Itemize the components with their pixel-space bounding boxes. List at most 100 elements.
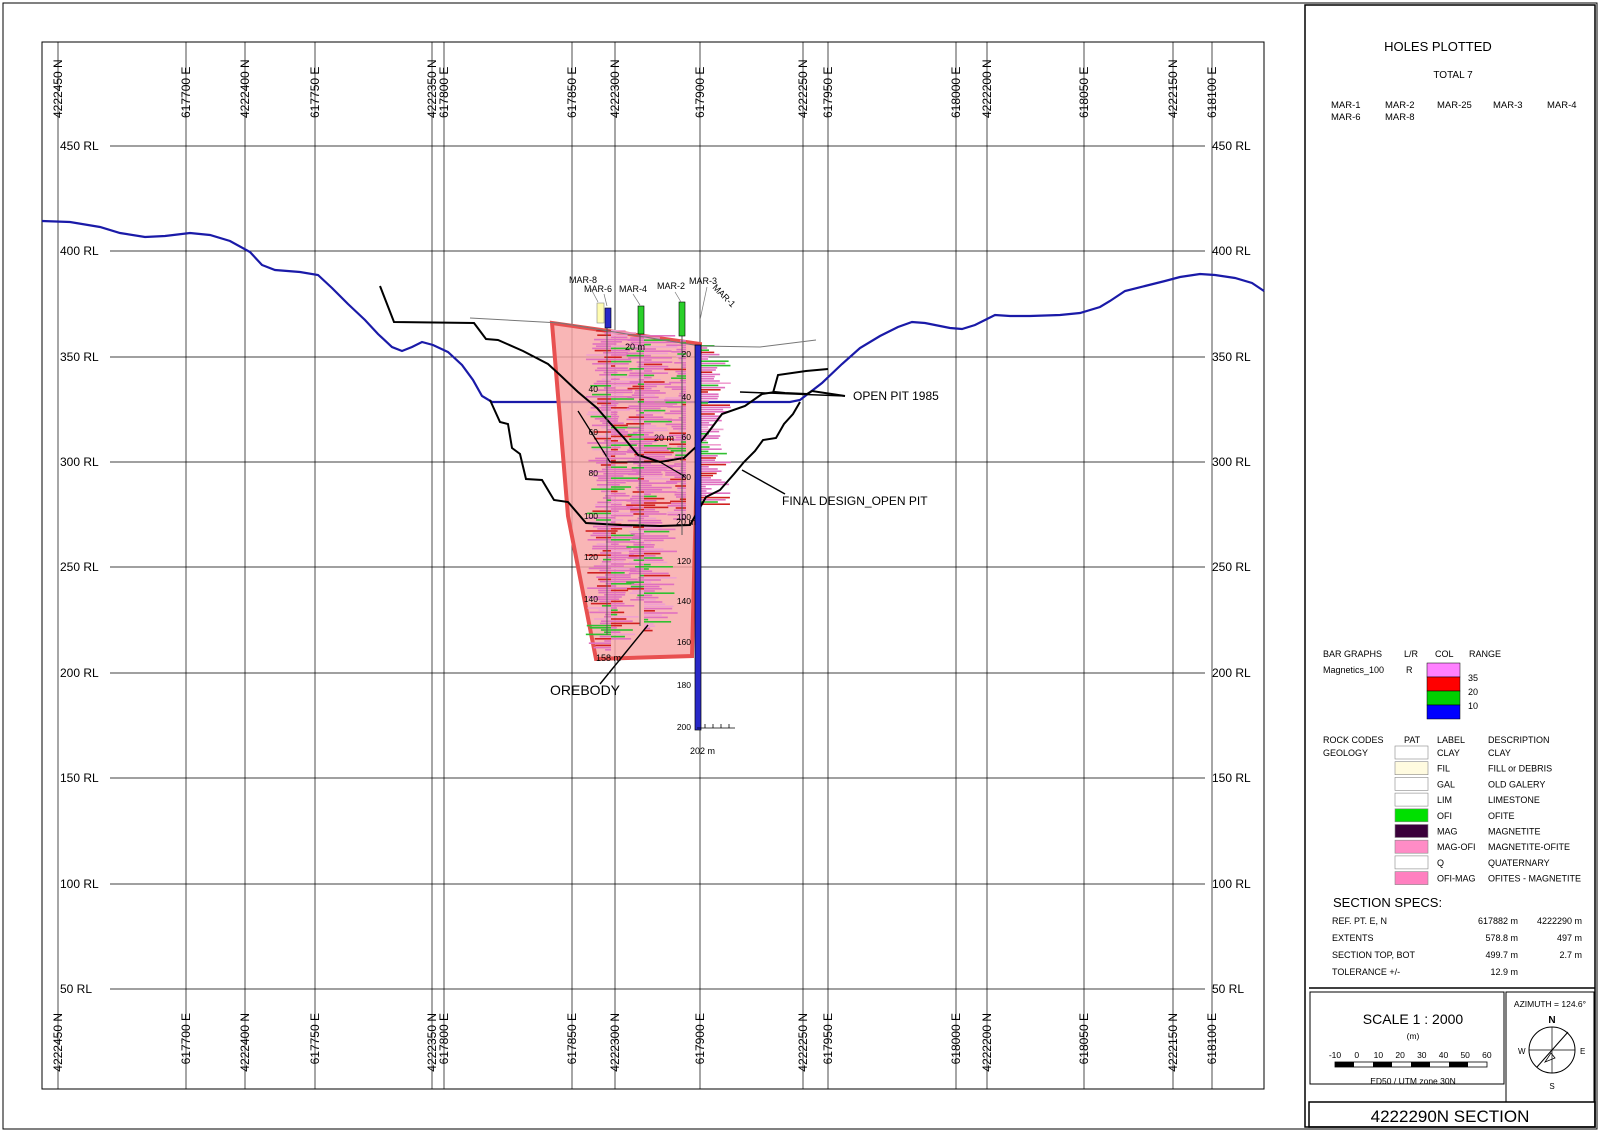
- bar-graph-segment: [644, 396, 659, 399]
- holes-plotted-total: TOTAL 7: [1433, 70, 1473, 81]
- bar-graph-segment: [638, 522, 644, 524]
- bar-graph-segment: [664, 399, 686, 401]
- bar-graph-segment: [701, 369, 716, 371]
- bar-graph-segment: [639, 359, 644, 361]
- bar-graph-segment: [599, 486, 611, 488]
- bar-graph-segment: [637, 478, 644, 480]
- bar-graph-segment: [596, 479, 611, 482]
- bar-graph-segment: [644, 359, 652, 361]
- bar-graph-segment: [598, 591, 611, 594]
- bar-graph-segment: [644, 482, 678, 484]
- hole-label: MAR-8: [569, 275, 597, 285]
- bar-graph-segment: [611, 528, 623, 530]
- bar-graph-segment: [627, 339, 644, 341]
- bar-graph-segment: [611, 578, 638, 581]
- grid-coordinate-label: 617700 E: [179, 67, 193, 118]
- bar-graph-segment: [644, 354, 651, 357]
- drillhole-collar: [637, 305, 645, 335]
- bar-graph-segment: [600, 464, 611, 466]
- bar-graph-segment: [611, 422, 624, 424]
- bar-graph-segment: [611, 499, 633, 501]
- bar-graph-segment: [611, 459, 616, 462]
- bar-graph-segment: [611, 539, 640, 541]
- bar-graph-segment: [611, 545, 630, 548]
- bar-graph-segment: [630, 599, 644, 601]
- bar-graph-segment: [601, 426, 611, 429]
- bar-graph-segment: [644, 548, 664, 550]
- bar-graph-segment: [601, 378, 611, 380]
- color-swatch: [1426, 704, 1461, 720]
- bar-graph-segment: [611, 506, 633, 508]
- bar-graph-segment: [644, 368, 670, 370]
- bar-graph-segment: [585, 633, 611, 636]
- bar-graph-segment: [611, 334, 628, 336]
- bar-graph-segment: [644, 537, 676, 539]
- bar-graph-segment: [626, 506, 644, 509]
- bar-graph-segment: [611, 338, 640, 341]
- bar-graph-segment: [644, 563, 651, 566]
- bar-graph-segment: [586, 624, 611, 627]
- west-label: W: [1518, 1047, 1526, 1056]
- bar-graph-segment: [644, 416, 664, 418]
- grid-coordinate-label: 617900 E: [693, 1013, 707, 1064]
- bar-graph-segment: [611, 387, 616, 389]
- bar-graph-segment: [599, 569, 611, 572]
- grid-coordinate-label: 618000 E: [949, 1013, 963, 1064]
- bar-graph-segment: [601, 404, 611, 407]
- rock-pattern-swatch: [1394, 777, 1429, 791]
- bar-graph-segment: [611, 479, 640, 482]
- rock-pattern-swatch: [1394, 871, 1429, 885]
- bar-graph-segment: [667, 505, 686, 507]
- scale-tick-label: 60: [1482, 1050, 1492, 1060]
- bar-graph-segment: [701, 404, 731, 406]
- bar-graph-segment: [665, 397, 686, 399]
- bar-graph-segment: [644, 605, 674, 608]
- bar-graph-segment: [701, 415, 721, 417]
- bar-graph-segment: [599, 420, 611, 422]
- bar-graph-segment: [611, 558, 626, 561]
- bar-graph-segment: [629, 372, 644, 374]
- bar-graph-segment: [644, 383, 671, 385]
- bar-graph-segment: [644, 603, 666, 605]
- bar-graph-segment: [626, 500, 644, 502]
- bar-graph-segment: [670, 478, 686, 481]
- rock-code-label: MAG: [1437, 827, 1458, 837]
- bar-graph-segment: [644, 442, 653, 445]
- bar-graph-segment: [627, 557, 644, 559]
- bar-graph-segment: [639, 412, 644, 414]
- bar-graph-segment: [633, 420, 644, 423]
- bar-graph-segment: [644, 616, 668, 619]
- bar-graph-segment: [611, 567, 639, 570]
- rock-code-description: OFITE: [1488, 811, 1515, 821]
- bar-graph-segment: [597, 389, 611, 391]
- bar-graph-segment: [626, 354, 644, 357]
- grid-coordinate-label: 4222300 N: [608, 59, 622, 118]
- bar-graph-header: BAR GRAPHS: [1323, 649, 1382, 659]
- bar-graph-range: 35: [1468, 673, 1478, 683]
- depth-label: 100: [677, 512, 691, 522]
- bar-graph-segment: [626, 407, 644, 410]
- scale-bar-labels: -10 0 10 20 30 40 50 60: [1329, 1050, 1492, 1060]
- hole-label: MAR-6: [584, 284, 612, 294]
- bar-graph-segment: [596, 380, 611, 383]
- bar-graph-segment: [701, 393, 719, 395]
- grid-coordinate-label: 618050 E: [1077, 67, 1091, 118]
- bar-graph-segment: [611, 541, 635, 543]
- bar-graph-segment: [611, 501, 622, 504]
- bar-graph-segment: [674, 463, 686, 465]
- bar-graph-segment: [644, 440, 657, 443]
- bar-graph-segment: [592, 393, 611, 396]
- hole-label: MAR-3: [689, 276, 717, 286]
- bar-graph-segment: [633, 548, 644, 550]
- bar-graph-segment: [701, 375, 715, 378]
- rock-code-label: OFI: [1437, 811, 1452, 821]
- spec-value: 2.7 m: [1559, 950, 1582, 960]
- section-plot: 617700 E 617700 E 617750 E 617750 E 617800 E…: [41, 41, 1265, 1090]
- grid-coordinate-label: 618100 E: [1205, 1013, 1219, 1064]
- bar-graph-segment: [588, 642, 611, 644]
- bar-graph-segment: [611, 602, 625, 605]
- bar-graph-segment: [681, 421, 686, 423]
- bar-graph-segment: [701, 349, 709, 351]
- bar-graph-segment: [674, 491, 686, 494]
- bar-graph-segment: [611, 576, 631, 578]
